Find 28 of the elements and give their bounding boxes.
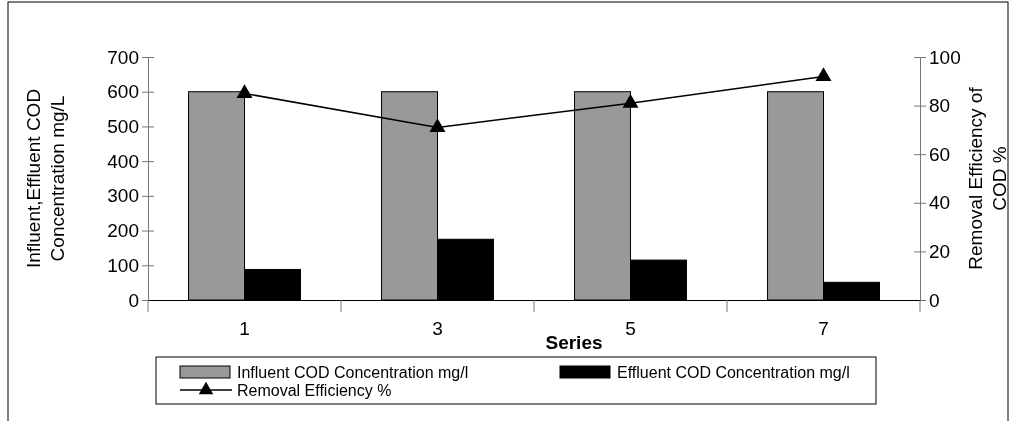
x-tick-label: 7	[818, 318, 829, 340]
legend-label: Removal Efficiency %	[237, 382, 392, 399]
y-tick-label: 100	[107, 254, 139, 276]
legend-label: Influent COD Concentration mg/l	[237, 364, 469, 381]
y2-tick-label: 100	[929, 46, 961, 68]
x-tick-label: 3	[432, 318, 443, 340]
y2-tick-label: 60	[929, 143, 951, 165]
y-axis-title: Influent,Effluent COD Concentration mg/L	[23, 88, 68, 269]
y-tick-label: 500	[107, 116, 139, 138]
x-axis-title: Series	[545, 332, 603, 353]
y-tick-label: 700	[107, 46, 139, 68]
y-tick-label: 0	[128, 289, 139, 311]
y2-tick-label: 0	[929, 289, 940, 311]
point	[236, 84, 253, 99]
y-tick-label: 400	[107, 150, 139, 172]
point	[622, 93, 639, 108]
legend-label: Effluent COD Concentration mg/l	[617, 364, 850, 381]
y-tick-label: 200	[107, 220, 139, 242]
y2-tick-label: 80	[929, 95, 951, 117]
x-tick-label: 1	[239, 318, 250, 340]
y2-tick-label: 40	[929, 192, 951, 214]
point	[429, 118, 446, 133]
y-tick-label: 300	[107, 185, 139, 207]
y-tick-label: 600	[107, 81, 139, 103]
point	[815, 67, 832, 82]
y2-axis-title: Removal Efficiency of COD %	[965, 86, 1010, 270]
y2-tick-label: 20	[929, 240, 951, 262]
x-tick-label: 5	[625, 318, 636, 340]
